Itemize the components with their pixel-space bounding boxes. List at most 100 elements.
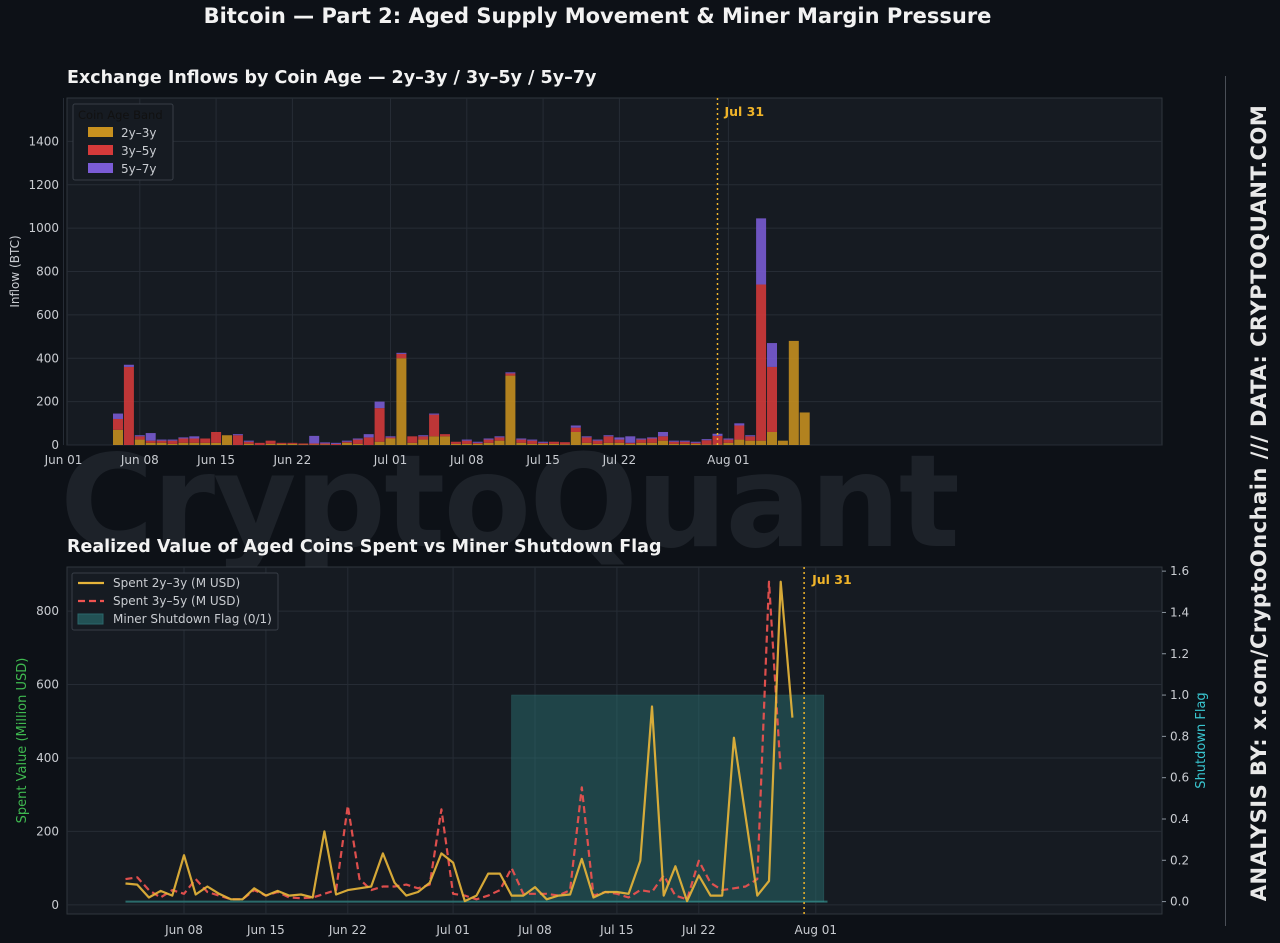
x-tick-label: Jun 01	[44, 453, 83, 467]
bar-segment	[483, 438, 494, 440]
x-tick-label: Jun 22	[272, 453, 311, 467]
bar-segment	[287, 442, 298, 444]
legend-label: Spent 3y–5y (M USD)	[113, 594, 240, 608]
bar-segment	[647, 442, 658, 445]
bar-segment	[767, 366, 777, 432]
legend-box	[72, 103, 174, 181]
bar-segment	[123, 364, 134, 367]
y-tick-label: 800	[36, 265, 59, 279]
bar-segment	[538, 442, 549, 444]
bar-segment	[679, 443, 690, 445]
y-right-tick-label: 1.4	[1170, 605, 1189, 619]
x-tick-label: Jun 08	[164, 923, 203, 937]
x-tick-label: Jul 22	[602, 453, 637, 467]
bar-segment	[178, 437, 189, 439]
watermark-text: CryptoQuant	[60, 428, 960, 577]
bar-segment	[712, 435, 723, 445]
bar-segment	[440, 436, 450, 445]
legend-label: 3y–5y	[121, 144, 156, 158]
bar-segment	[429, 413, 440, 415]
bar-segment	[538, 441, 549, 443]
bar-segment	[265, 440, 276, 444]
bar-segment	[232, 434, 243, 436]
bar-segment	[113, 429, 123, 445]
bar-segment	[668, 443, 679, 445]
bar-segment	[767, 431, 777, 445]
bar-segment	[134, 435, 145, 437]
bar-segment	[494, 436, 505, 438]
shutdown-flag-area	[511, 694, 825, 902]
y-tick-label: 1000	[28, 221, 59, 235]
bar-segment	[450, 443, 461, 445]
y-tick-label: 600	[36, 308, 59, 322]
x-tick-label: Jun 08	[120, 453, 159, 467]
y-tick-label: 200	[36, 395, 59, 409]
bar-segment	[298, 443, 309, 445]
bar-segment	[352, 438, 363, 440]
bar-segment	[668, 441, 679, 444]
legend-box	[71, 572, 279, 631]
bar-segment	[363, 437, 374, 445]
bar-segment	[374, 401, 385, 409]
bar-segment	[396, 352, 407, 354]
bar-segment	[265, 443, 276, 445]
x-tick-label: Jun 15	[196, 453, 235, 467]
bar-segment	[549, 441, 559, 444]
bar-segment	[385, 438, 396, 445]
bar-segment	[625, 442, 636, 444]
bar-segment	[352, 443, 363, 445]
x-tick-label: Jul 08	[517, 923, 552, 937]
bar-segment	[788, 340, 799, 445]
bar-segment	[200, 442, 211, 445]
y-right-tick-label: 0.6	[1170, 771, 1189, 785]
y-right-tick-label: 1.6	[1170, 564, 1189, 578]
bar-segment	[658, 440, 668, 445]
bar-segment	[156, 442, 167, 445]
bar-segment	[123, 366, 134, 445]
bar-segment	[341, 441, 352, 443]
bar-segment	[407, 442, 418, 445]
bar-segment	[243, 440, 254, 442]
bar-segment	[385, 437, 396, 439]
bottom-chart-title: Realized Value of Aged Coins Spent vs Mi…	[67, 537, 662, 557]
bar-segment	[145, 442, 156, 445]
bar-segment	[690, 443, 701, 445]
bar-segment	[134, 436, 145, 440]
bar-segment	[450, 441, 461, 444]
bar-segment	[559, 444, 570, 445]
x-tick-label: Jul 15	[525, 453, 560, 467]
bar-segment	[352, 439, 363, 444]
bar-segment	[527, 443, 538, 445]
bar-segment	[222, 435, 232, 445]
y-tick-label: 0	[51, 898, 59, 912]
bar-segment	[570, 431, 581, 445]
bar-segment	[767, 343, 777, 367]
bar-segment	[603, 442, 614, 445]
bar-segment	[625, 436, 636, 443]
bar-segment	[756, 284, 767, 441]
bar-segment	[701, 440, 712, 445]
y-right-tick-label: 0.2	[1170, 853, 1189, 867]
bar-segment	[276, 443, 287, 445]
bar-segment	[701, 439, 712, 441]
annotation-label: Jul 31	[724, 104, 765, 119]
bar-segment	[658, 436, 668, 441]
bar-segment	[603, 436, 614, 443]
bar-segment	[799, 412, 810, 445]
annotation-label: Jul 31	[811, 572, 852, 587]
legend-swatch	[88, 127, 113, 137]
bar-segment	[734, 439, 745, 445]
top-chart-title: Exchange Inflows by Coin Age — 2y–3y / 3…	[67, 68, 597, 88]
bar-segment	[549, 443, 559, 445]
bar-segment	[505, 373, 516, 376]
bar-segment	[407, 436, 418, 443]
bar-segment	[374, 441, 385, 445]
bar-segment	[429, 414, 440, 437]
bar-segment	[647, 438, 658, 443]
bar-segment	[243, 443, 254, 445]
y-tick-label: 1400	[28, 134, 59, 148]
legend-label: Miner Shutdown Flag (0/1)	[113, 612, 272, 626]
legend-title: Coin Age Band	[78, 108, 163, 122]
bar-segment	[516, 442, 527, 445]
